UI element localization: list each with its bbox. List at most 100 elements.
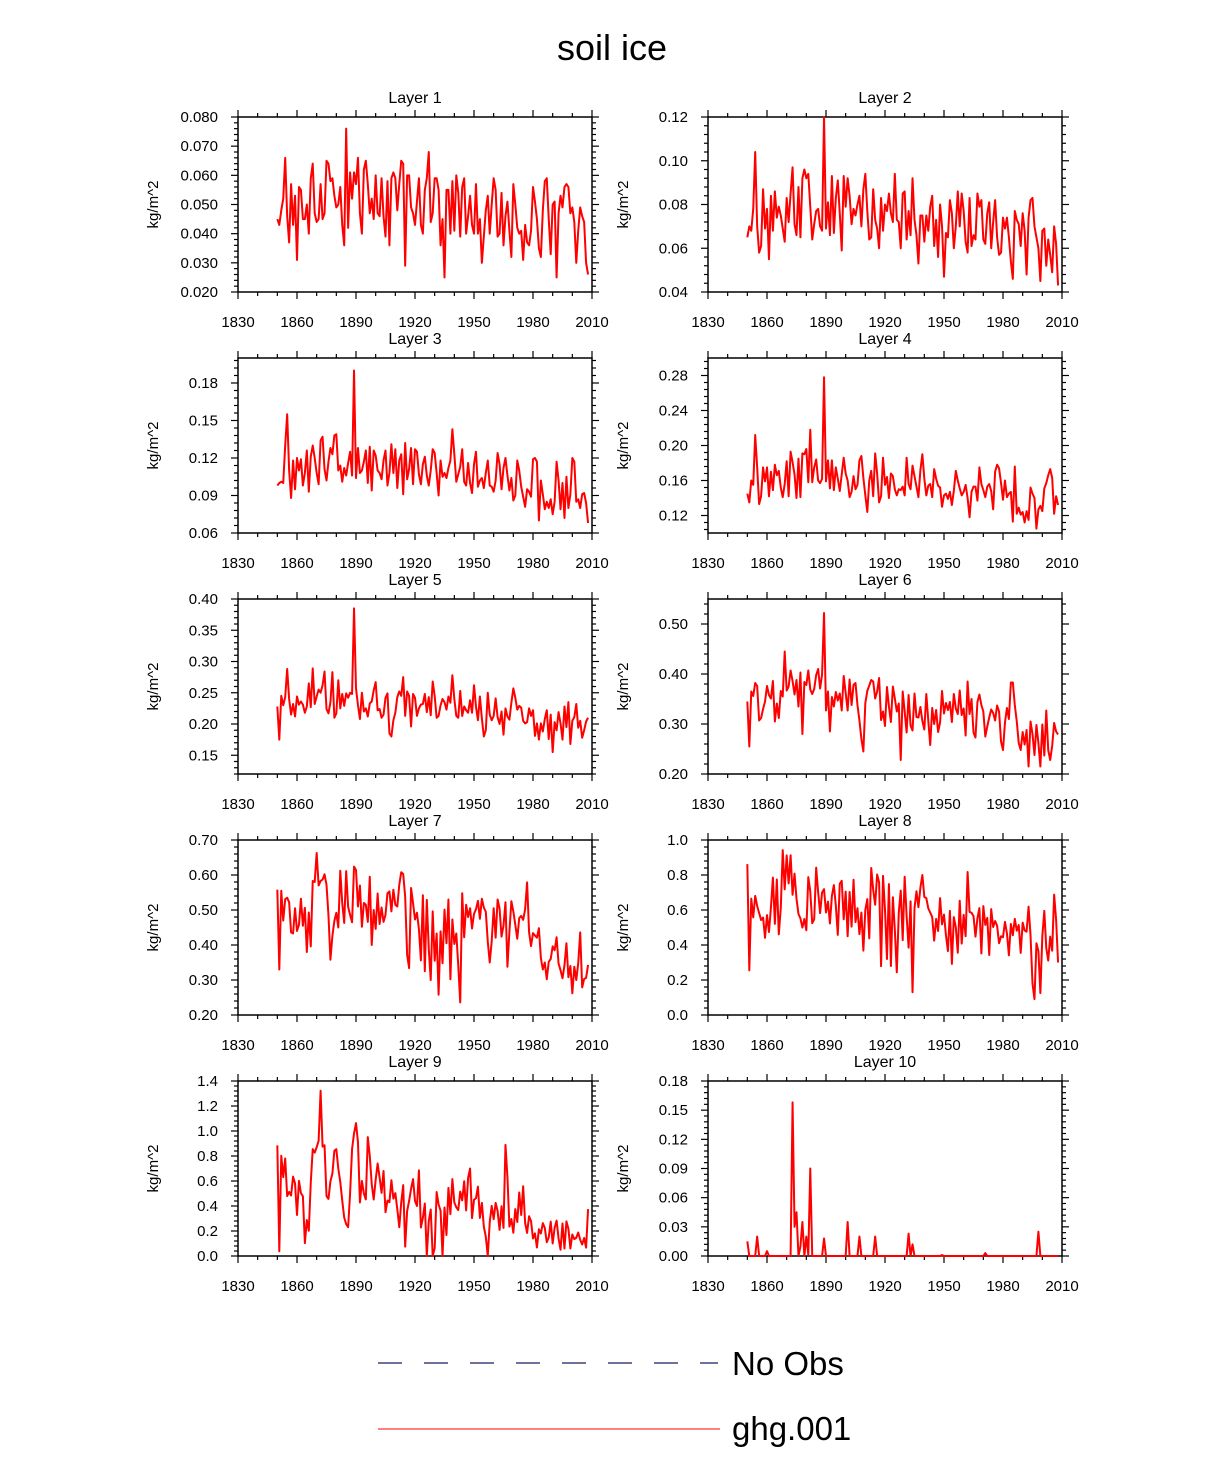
- layer-2-title: Layer 2: [858, 90, 911, 107]
- layer-10-frame: [707, 1080, 1063, 1257]
- layer-9-ytick-label: 1.4: [197, 1073, 218, 1090]
- layer-3-xtick-label: 1860: [280, 555, 313, 572]
- layer-5-series-ghg-001: [276, 607, 589, 754]
- layer-6-ytick-label: 0.20: [659, 766, 688, 783]
- layer-6-xtick-label: 2010: [1045, 796, 1078, 813]
- layer-3-xtick-label: 1920: [398, 555, 431, 572]
- layer-3-xtick-label: 1830: [221, 555, 254, 572]
- layer-6-xtick-label: 1920: [868, 796, 901, 813]
- layer-3-series-ghg-001: [276, 369, 590, 524]
- layer-10-xtick-label: 1950: [927, 1278, 960, 1295]
- layer-4-ytick-label: 0.28: [659, 368, 688, 385]
- layer-2-ytick-label: 0.04: [659, 284, 688, 301]
- figure-title: soil ice: [557, 27, 667, 68]
- layer-3-xtick-label: 1890: [339, 555, 372, 572]
- layer-8-xtick-label: 1830: [691, 1037, 724, 1054]
- layer-7-ytick-label: 0.60: [189, 867, 218, 884]
- layer-8-xtick-label: 1980: [986, 1037, 1019, 1054]
- layer-6-title: Layer 6: [858, 572, 911, 589]
- layer-6-ylabel: kg/m^2: [615, 663, 632, 711]
- layer-9-series-ghg-001: [276, 1089, 590, 1257]
- layer-7-ytick-label: 0.50: [189, 902, 218, 919]
- layer-6-panel: Layer 6 1830 1860 1890 1920 1950 1980 2010 0.20 0…: [615, 572, 1079, 813]
- layer-5-xtick-label: 1860: [280, 796, 313, 813]
- layer-5-frame: [237, 598, 593, 775]
- layer-3-title: Layer 3: [388, 331, 441, 348]
- layer-1-ylabel: kg/m^2: [145, 181, 162, 229]
- layer-7-ylabel: kg/m^2: [145, 904, 162, 952]
- layer-6-xtick-label: 1830: [691, 796, 724, 813]
- layer-3-ytick-label: 0.12: [189, 450, 218, 467]
- layer-10-ytick-label: 0.03: [659, 1219, 688, 1236]
- layer-3-ytick-label: 0.18: [189, 375, 218, 392]
- layer-10-panel: Layer 10 1830 1860 1890 1920 1950 1980 2010 0.00…: [615, 1054, 1079, 1295]
- layer-5-ytick-label: 0.20: [189, 716, 218, 733]
- layer-5-ylabel: kg/m^2: [145, 663, 162, 711]
- layer-10-xtick-label: 2010: [1045, 1278, 1078, 1295]
- legend-ghg-label: ghg.001: [732, 1410, 851, 1447]
- layer-2-xtick-label: 1890: [809, 314, 842, 331]
- layer-4-ytick-label: 0.16: [659, 473, 688, 490]
- layer-10-ylabel: kg/m^2: [615, 1145, 632, 1193]
- layer-1-ytick-label: 0.040: [180, 226, 218, 243]
- layer-4-panel: Layer 4 1830 1860 1890 1920 1950 1980 2010 0.12 0…: [615, 331, 1079, 572]
- layer-2-ylabel: kg/m^2: [615, 181, 632, 229]
- layer-1-ytick-label: 0.060: [180, 167, 218, 184]
- panels-grid: Layer 1 1830 1860 1890 1920 1950 1980 2010 0.020…: [145, 90, 1079, 1295]
- layer-5-ytick-label: 0.35: [189, 622, 218, 639]
- layer-8-xtick-label: 1950: [927, 1037, 960, 1054]
- layer-5-ytick-label: 0.25: [189, 685, 218, 702]
- layer-8-ytick-label: 0.8: [667, 867, 688, 884]
- layer-5-ytick-label: 0.15: [189, 747, 218, 764]
- legend-no-obs-label: No Obs: [732, 1345, 844, 1382]
- layer-4-xtick-label: 1920: [868, 555, 901, 572]
- layer-4-xtick-label: 1890: [809, 555, 842, 572]
- layer-9-ytick-label: 0.8: [197, 1148, 218, 1165]
- layer-8-xtick-label: 1860: [750, 1037, 783, 1054]
- layer-1-xtick-label: 1890: [339, 314, 372, 331]
- layer-3-xtick-label: 1980: [516, 555, 549, 572]
- layer-7-panel: Layer 7 1830 1860 1890 1920 1950 1980 2010 0.20 0…: [145, 813, 609, 1054]
- layer-2-xtick-label: 1860: [750, 314, 783, 331]
- layer-4-ylabel: kg/m^2: [615, 422, 632, 470]
- layer-4-xtick-label: 1980: [986, 555, 1019, 572]
- layer-7-xtick-label: 1830: [221, 1037, 254, 1054]
- layer-5-xtick-label: 1980: [516, 796, 549, 813]
- layer-1-xtick-label: 1950: [457, 314, 490, 331]
- layer-1-ytick-label: 0.030: [180, 255, 218, 272]
- layer-4-xtick-label: 1830: [691, 555, 724, 572]
- layer-6-ytick-label: 0.40: [659, 666, 688, 683]
- layer-4-frame: [707, 357, 1063, 534]
- layer-9-xtick-label: 2010: [575, 1278, 608, 1295]
- layer-2-ytick-label: 0.12: [659, 109, 688, 126]
- layer-1-xtick-label: 1830: [221, 314, 254, 331]
- layer-7-xtick-label: 1950: [457, 1037, 490, 1054]
- layer-8-xtick-label: 1890: [809, 1037, 842, 1054]
- layer-9-xtick-label: 1890: [339, 1278, 372, 1295]
- layer-8-title: Layer 8: [858, 813, 911, 830]
- layer-6-xtick-label: 1950: [927, 796, 960, 813]
- layer-6-xtick-label: 1890: [809, 796, 842, 813]
- layer-4-ytick-label: 0.20: [659, 438, 688, 455]
- layer-5-ytick-label: 0.30: [189, 654, 218, 671]
- layer-2-panel: Layer 2 1830 1860 1890 1920 1950 1980 2010 0.04 0…: [615, 90, 1079, 331]
- layer-8-ytick-label: 0.2: [667, 972, 688, 989]
- layer-3-ytick-label: 0.06: [189, 525, 218, 542]
- layer-3-xtick-label: 1950: [457, 555, 490, 572]
- layer-3-ylabel: kg/m^2: [145, 422, 162, 470]
- layer-2-xtick-label: 1950: [927, 314, 960, 331]
- layer-1-ytick-label: 0.020: [180, 284, 218, 301]
- layer-5-title: Layer 5: [388, 572, 441, 589]
- layer-1-ytick-label: 0.070: [180, 138, 218, 155]
- layer-9-ytick-label: 0.6: [197, 1173, 218, 1190]
- layer-10-xtick-label: 1980: [986, 1278, 1019, 1295]
- layer-9-xtick-label: 1830: [221, 1278, 254, 1295]
- layer-7-xtick-label: 1980: [516, 1037, 549, 1054]
- layer-9-ytick-label: 0.4: [197, 1198, 218, 1215]
- layer-9-ytick-label: 1.0: [197, 1123, 218, 1140]
- layer-8-series-ghg-001: [746, 849, 1060, 1001]
- layer-4-xtick-label: 2010: [1045, 555, 1078, 572]
- layer-1-title: Layer 1: [388, 90, 441, 107]
- layer-1-xtick-label: 1980: [516, 314, 549, 331]
